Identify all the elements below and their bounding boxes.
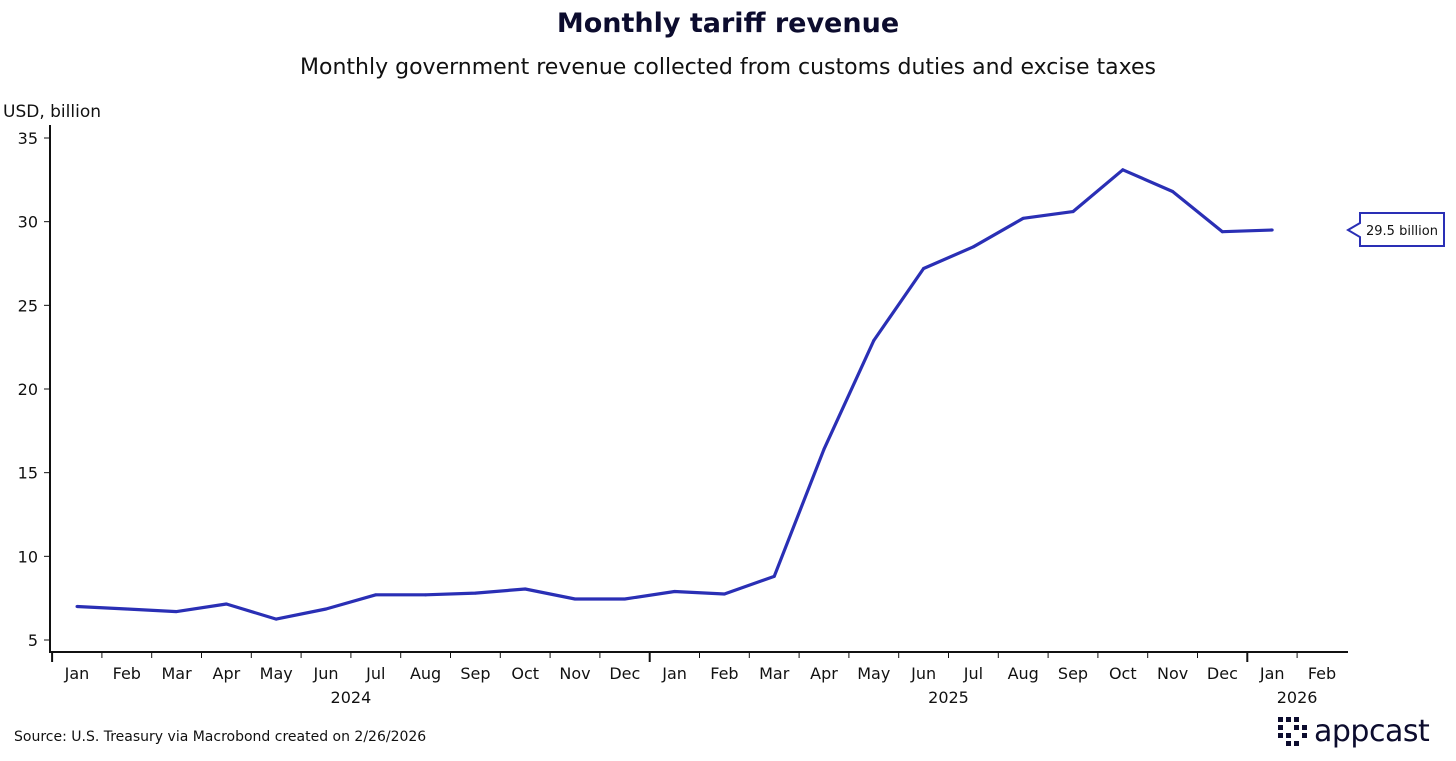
y-tick-label: 10 xyxy=(18,547,38,566)
data-point xyxy=(971,245,975,249)
x-tick-label: Nov xyxy=(559,664,590,683)
data-point xyxy=(822,447,826,451)
data-point xyxy=(1071,210,1075,214)
x-tick-label: Apr xyxy=(810,664,838,683)
y-axis-label: USD, billion xyxy=(3,102,101,122)
last-value-label: 29.5 billion xyxy=(1366,224,1438,239)
source-note: Source: U.S. Treasury via Macrobond crea… xyxy=(14,729,427,745)
x-tick-label: May xyxy=(260,664,293,683)
y-tick-label: 35 xyxy=(18,129,38,148)
y-tick-label: 30 xyxy=(18,213,38,232)
data-point xyxy=(175,610,179,614)
x-tick-label: Feb xyxy=(113,664,141,683)
chart-title: Monthly tariff revenue xyxy=(556,8,900,39)
x-year-label: 2026 xyxy=(1277,688,1318,707)
data-point xyxy=(523,587,527,591)
last-value-callout xyxy=(1346,212,1445,248)
x-year-label: 2024 xyxy=(331,688,372,707)
x-tick-label: Sep xyxy=(460,664,490,683)
chart-subtitle: Monthly government revenue collected fro… xyxy=(300,55,1156,80)
data-point xyxy=(374,593,378,597)
data-point xyxy=(1171,190,1175,194)
x-tick-label: Sep xyxy=(1058,664,1088,683)
data-point xyxy=(75,605,79,609)
data-point xyxy=(224,602,228,606)
data-point xyxy=(922,267,926,271)
x-tick-label: Jan xyxy=(64,664,90,683)
x-tick-label: Mar xyxy=(162,664,193,683)
data-point xyxy=(772,574,776,578)
y-tick-label: 15 xyxy=(18,464,38,483)
x-tick-label: May xyxy=(857,664,890,683)
data-point xyxy=(673,589,677,593)
x-tick-label: Oct xyxy=(511,664,539,683)
data-point xyxy=(473,591,477,595)
x-tick-label: Aug xyxy=(1008,664,1039,683)
data-point xyxy=(1121,168,1125,172)
x-tick-label: Jan xyxy=(661,664,687,683)
data-point xyxy=(1220,230,1224,234)
x-tick-label: Jul xyxy=(365,664,385,683)
x-tick-label: Jun xyxy=(910,664,936,683)
series-line-tariff-revenue xyxy=(76,168,1273,621)
appcast-logo: appcast xyxy=(1278,714,1430,749)
x-tick-label: Dec xyxy=(1207,664,1238,683)
x-tick-label: Mar xyxy=(759,664,790,683)
logo-text: appcast xyxy=(1314,714,1430,749)
data-point xyxy=(125,607,129,611)
y-tick-label: 20 xyxy=(18,380,38,399)
data-point xyxy=(1021,216,1025,220)
x-tick-label: Dec xyxy=(609,664,640,683)
x-tick-label: Jun xyxy=(313,664,339,683)
data-point xyxy=(722,592,726,596)
data-point xyxy=(424,593,428,597)
data-point xyxy=(274,617,278,621)
data-point xyxy=(324,607,328,611)
x-tick-label: Jul xyxy=(963,664,983,683)
data-point xyxy=(872,338,876,342)
logo-grid-icon xyxy=(1278,716,1307,746)
x-tick-label: Feb xyxy=(1308,664,1336,683)
x-tick-label: Jan xyxy=(1259,664,1285,683)
x-tick-label: Apr xyxy=(213,664,241,683)
x-tick-label: Oct xyxy=(1109,664,1137,683)
data-point xyxy=(623,597,627,601)
x-tick-label: Aug xyxy=(410,664,441,683)
x-year-label: 2025 xyxy=(928,688,969,707)
data-point xyxy=(573,597,577,601)
data-point xyxy=(1270,228,1274,232)
x-tick-label: Feb xyxy=(710,664,738,683)
y-tick-label: 25 xyxy=(18,296,38,315)
y-tick-label: 5 xyxy=(28,631,38,650)
x-tick-label: Nov xyxy=(1157,664,1188,683)
